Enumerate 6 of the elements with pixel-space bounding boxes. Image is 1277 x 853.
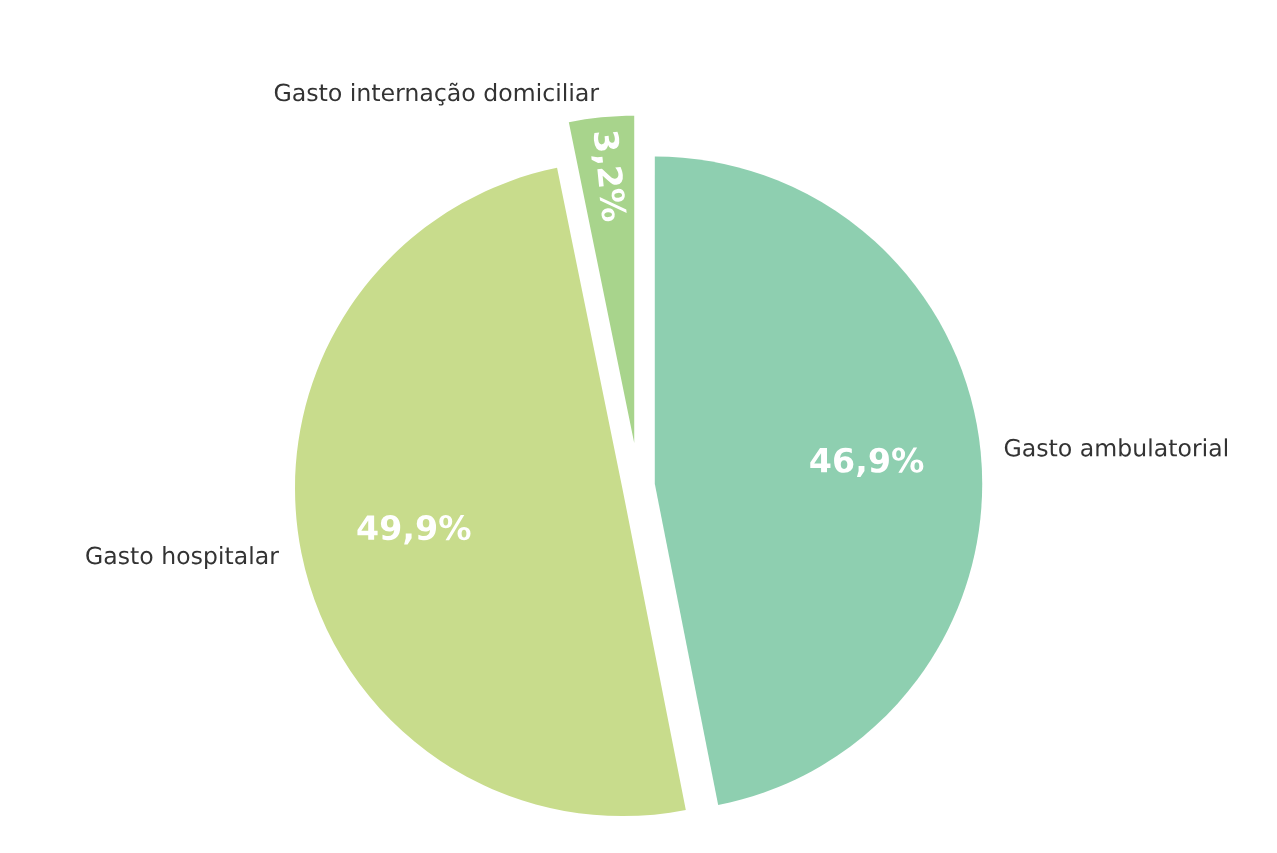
slice-label: Gasto hospitalar xyxy=(86,546,279,569)
data-label: 3,2% xyxy=(589,130,628,223)
data-label: 46,9% xyxy=(810,447,924,478)
slice-label: Gasto internação domiciliar xyxy=(274,82,600,106)
data-label: 49,9% xyxy=(357,514,471,545)
slice-label: Gasto ambulatorial xyxy=(1004,438,1227,457)
